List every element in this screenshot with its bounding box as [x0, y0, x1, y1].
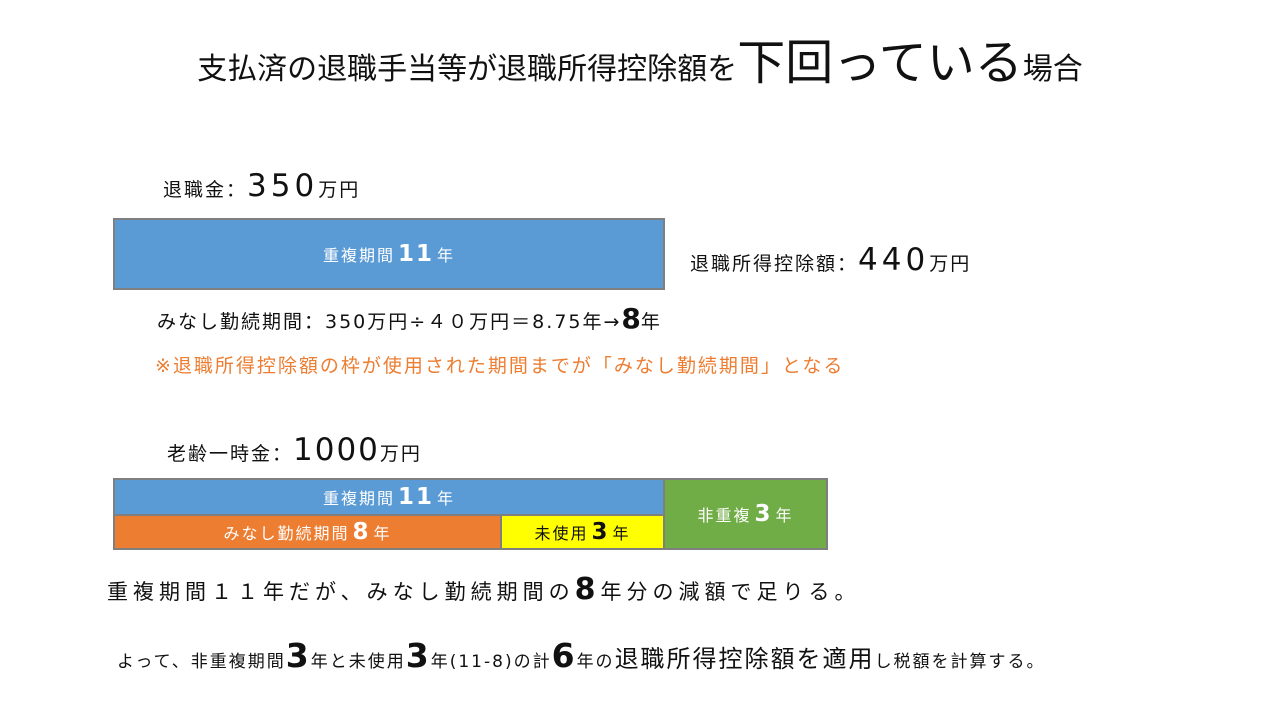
deemed-bar-prefix: みなし勤続期間: [223, 524, 350, 543]
deduction-amount: 440: [858, 242, 930, 278]
deemed-years: 8: [621, 302, 641, 335]
title-part1: 支払済の退職手当等が退職所得控除額を: [197, 52, 738, 87]
overlap2-suffix: 年: [437, 489, 456, 508]
summary-line-1: 重複期間１１年だが、みなし勤続期間の8年分の減額で足りる。: [107, 572, 860, 607]
summary-line-2: よって、非重複期間3年と未使用3年(11-8)の計6年の退職所得控除額を適用し税…: [117, 636, 1046, 675]
unused-prefix: 未使用: [534, 524, 589, 543]
pension-amount: 1000: [293, 432, 380, 468]
pension-unit: 万円: [379, 443, 422, 465]
overlap-period-bar-2: 重複期間 11 年: [113, 478, 665, 516]
summary2-b: 年と未使用: [310, 652, 406, 672]
unused-suffix: 年: [612, 524, 631, 543]
deduction-unit: 万円: [929, 253, 972, 275]
page-title: 支払済の退職手当等が退職所得控除額を下回っている場合: [0, 28, 1280, 105]
non-overlap-suffix: 年: [775, 506, 794, 525]
deemed-text: みなし勤続期間：350万円÷４０万円＝8.75年→: [157, 311, 622, 333]
summary2-y2: 3: [405, 636, 431, 675]
deemed-suffix: 年: [640, 311, 662, 333]
pension-amount-line: 老齢一時金：1000万円: [167, 432, 422, 468]
non-overlap-years: 3: [754, 501, 773, 527]
summary1-years: 8: [574, 572, 601, 607]
title-part2: 場合: [1022, 52, 1083, 87]
overlap-years: 11: [397, 241, 434, 267]
deemed-period-bar: みなし勤続期間 8 年: [113, 514, 502, 550]
summary2-f: し税額を計算する。: [874, 652, 1046, 672]
deemed-period-note: ※退職所得控除額の枠が使用された期間までが「みなし勤続期間」となる: [155, 355, 845, 377]
overlap2-prefix: 重複期間: [322, 489, 395, 508]
unused-period-bar: 未使用 3 年: [500, 514, 665, 550]
retirement-label: 退職金：: [163, 179, 248, 201]
summary2-d: 年の: [576, 652, 615, 672]
summary2-e: 退職所得控除額を適用: [614, 645, 875, 673]
pension-label: 老齢一時金：: [167, 443, 294, 465]
deduction-label: 退職所得控除額：: [690, 253, 859, 275]
unused-years: 3: [591, 519, 610, 545]
overlap2-years: 11: [397, 484, 434, 510]
non-overlap-prefix: 非重複: [697, 506, 752, 525]
summary2-a: よって、非重複期間: [117, 652, 286, 672]
retirement-amount: 350: [247, 168, 319, 204]
overlap-period-bar: 重複期間 11 年: [113, 218, 665, 290]
summary1-b: 年分の減額で足りる。: [600, 580, 861, 604]
summary2-y3: 6: [551, 636, 577, 675]
overlap-suffix: 年: [437, 246, 456, 265]
deemed-bar-suffix: 年: [373, 524, 392, 543]
title-emphasis: 下回っている: [737, 35, 1023, 91]
summary2-c: 年(11-8)の計: [430, 652, 552, 672]
summary2-y1: 3: [285, 636, 311, 675]
summary1-a: 重複期間１１年だが、みなし勤続期間の: [107, 580, 575, 604]
retirement-unit: 万円: [318, 179, 361, 201]
retirement-amount-line: 退職金：350万円: [163, 168, 360, 204]
deemed-bar-years: 8: [352, 519, 371, 545]
overlap-prefix: 重複期間: [322, 246, 395, 265]
deemed-period-line: みなし勤続期間：350万円÷４０万円＝8.75年→8年: [157, 302, 662, 335]
deduction-amount-line: 退職所得控除額：440万円: [690, 242, 971, 278]
non-overlap-period-bar: 非重複 3 年: [663, 478, 828, 550]
